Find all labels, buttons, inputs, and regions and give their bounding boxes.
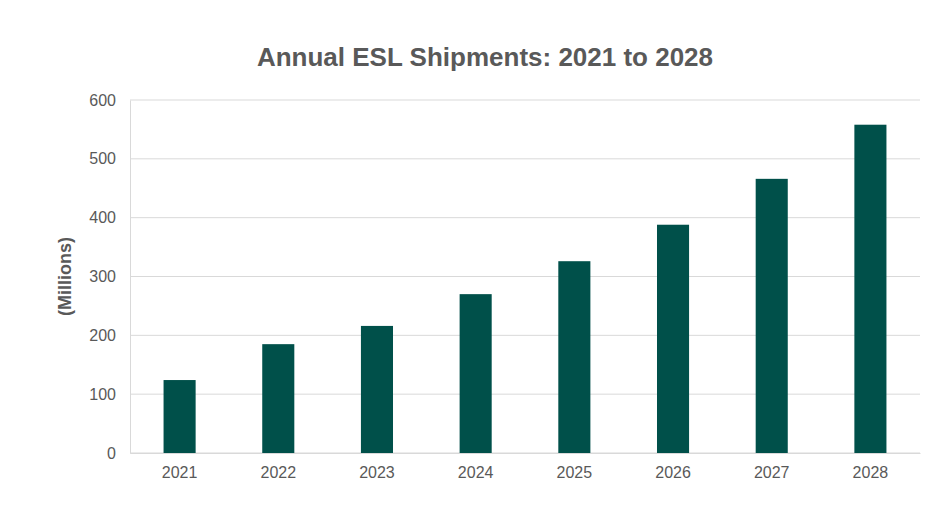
y-tick: 300 <box>89 268 130 285</box>
x-axis: 2021 2022 2023 2024 2025 2026 2027 2028 <box>131 454 921 482</box>
y-tick-label: 400 <box>89 209 116 226</box>
y-tick-label: 300 <box>89 268 116 285</box>
bar <box>657 225 689 453</box>
x-tick: 2024 <box>458 464 494 481</box>
x-tick-label: 2021 <box>162 464 198 481</box>
grid-line <box>130 394 920 395</box>
y-tick-label: 0 <box>107 445 116 462</box>
x-tick-label: 2023 <box>359 464 395 481</box>
y-tick-label: 100 <box>89 386 116 403</box>
bar <box>262 344 294 453</box>
grid-line <box>130 453 920 454</box>
x-tick: 2023 <box>359 464 395 481</box>
grid-line <box>130 276 920 277</box>
chart: 0100200300400500600202120222023202420252… <box>0 0 951 514</box>
y-axis-line <box>130 101 131 454</box>
y-tick-label: 600 <box>89 92 116 109</box>
x-tick: 2026 <box>655 464 691 481</box>
grid <box>130 100 920 453</box>
bar <box>854 125 886 453</box>
x-tick: 2022 <box>260 464 296 481</box>
x-tick-label: 2022 <box>260 464 296 481</box>
grid-line <box>130 335 920 336</box>
y-tick-label: 500 <box>89 150 116 167</box>
grid-line <box>130 158 920 159</box>
y-axis: 0 100 200 300 400 500 600 <box>89 92 130 462</box>
bar <box>460 294 492 453</box>
y-axis-title: (Millions) <box>55 237 75 316</box>
bar <box>558 261 590 453</box>
y-tick: 400 <box>89 209 130 226</box>
x-tick: 2021 <box>162 464 198 481</box>
x-axis-line <box>131 453 921 454</box>
grid-line <box>130 100 920 101</box>
bar <box>164 380 196 453</box>
x-tick: 2028 <box>853 464 889 481</box>
y-tick: 200 <box>89 327 130 344</box>
bar <box>756 179 788 453</box>
x-tick-label: 2027 <box>754 464 790 481</box>
grid-line <box>130 217 920 218</box>
x-tick-label: 2024 <box>458 464 494 481</box>
y-tick-label: 200 <box>89 327 116 344</box>
x-tick-label: 2028 <box>853 464 889 481</box>
bar <box>361 326 393 453</box>
plot: 0100200300400500600202120222023202420252… <box>89 92 920 482</box>
x-tick: 2027 <box>754 464 790 481</box>
x-tick: 2025 <box>557 464 593 481</box>
y-tick: 100 <box>89 386 130 403</box>
x-tick-label: 2026 <box>655 464 691 481</box>
y-tick: 500 <box>89 150 130 167</box>
y-tick: 600 <box>89 92 130 109</box>
bars <box>164 125 887 453</box>
title: Annual ESL Shipments: 2021 to 2028 <box>257 42 713 72</box>
x-tick-label: 2025 <box>557 464 593 481</box>
y-tick: 0 <box>107 445 130 462</box>
